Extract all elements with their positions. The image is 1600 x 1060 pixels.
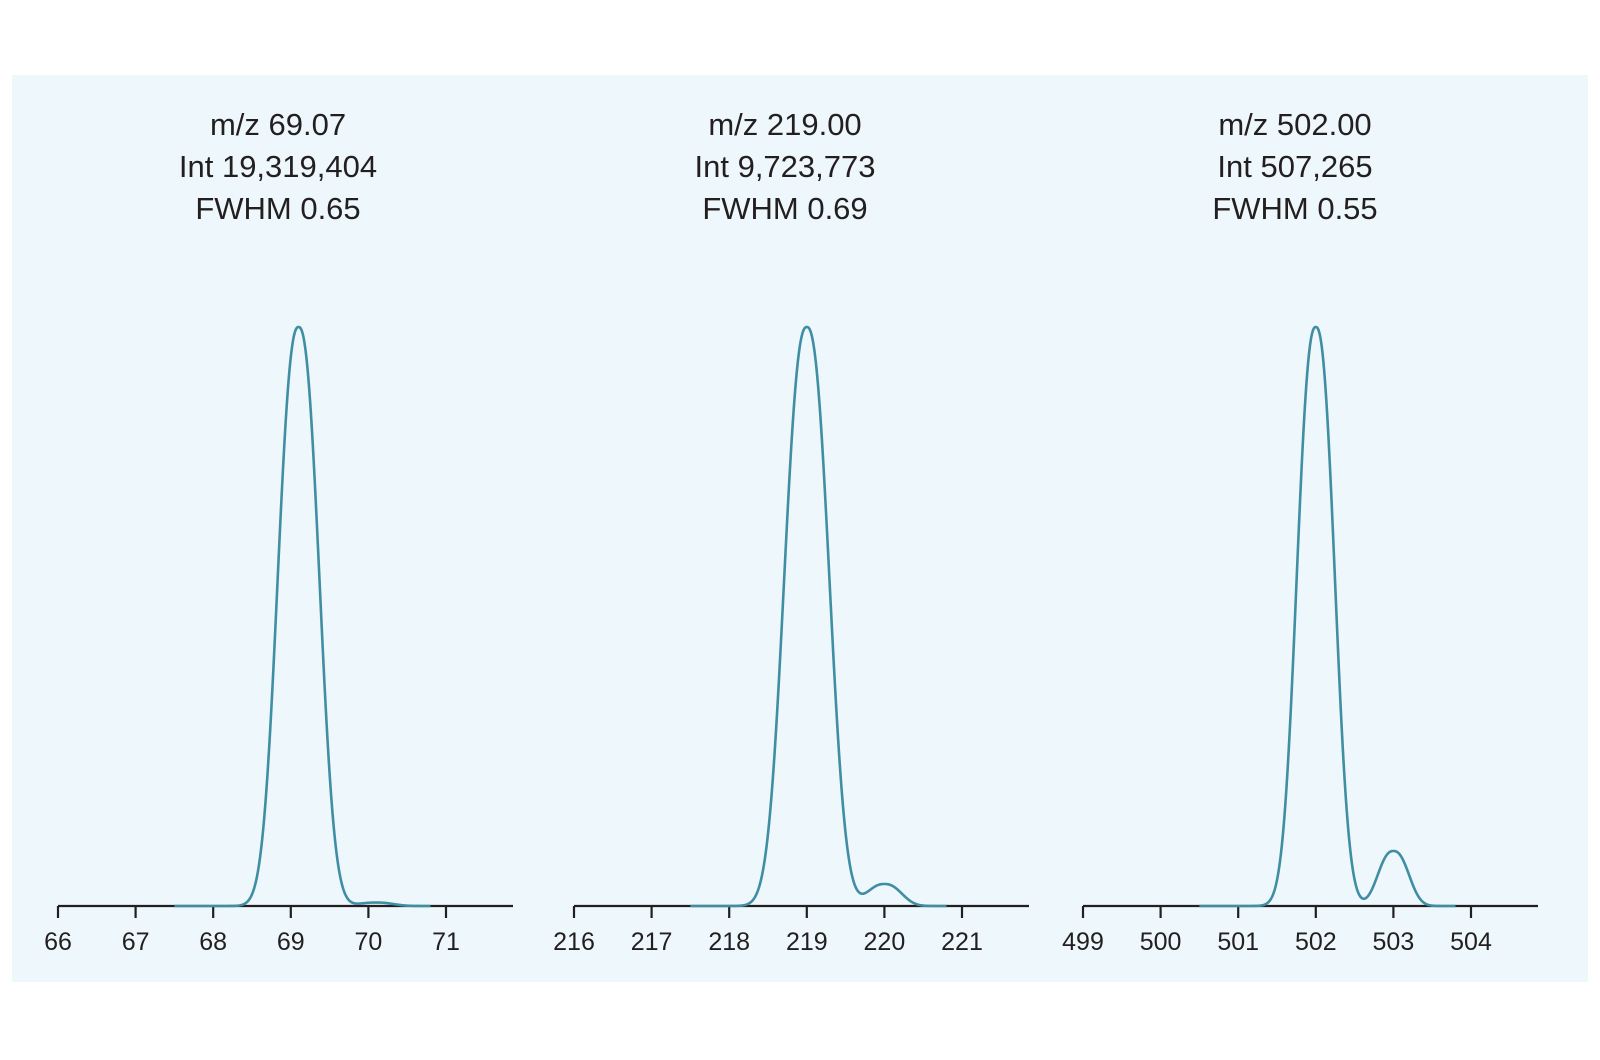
x-tick-label: 216 (553, 928, 595, 956)
annotation-mz: m/z 69.07 (209, 107, 347, 142)
annotation-intensity: Int 19,319,404 (178, 149, 378, 184)
spectrum-panel-2: 216 217 218 219 220 221 (553, 325, 1029, 956)
x-tick-label: 66 (44, 928, 72, 956)
x-tick-label: 218 (708, 928, 750, 956)
peak-annotation-3: m/z 502.00 Int 507,265 FWHM 0.55 (1085, 104, 1505, 230)
x-tick-label: 220 (864, 928, 906, 956)
annotation-intensity: Int 9,723,773 (694, 149, 876, 184)
x-tick-label: 500 (1140, 928, 1182, 956)
x-tick-label: 71 (432, 928, 460, 956)
peak-annotation-1: m/z 69.07 Int 19,319,404 FWHM 0.65 (68, 104, 488, 230)
spectrum-panel-3: 499 500 501 502 503 504 (1062, 325, 1538, 956)
annotation-fwhm: FWHM 0.69 (702, 191, 868, 226)
spectrum-line (689, 325, 948, 908)
x-tick-label: 70 (354, 928, 382, 956)
x-tick-label: 69 (277, 928, 305, 956)
spectrum-panel-1: 66 67 68 69 70 71 (44, 325, 513, 956)
peak-annotation-2: m/z 219.00 Int 9,723,773 FWHM 0.69 (575, 104, 995, 230)
x-tick-label: 504 (1450, 928, 1492, 956)
x-tick-label: 503 (1373, 928, 1415, 956)
annotation-mz: m/z 502.00 (1218, 107, 1372, 142)
annotation-intensity: Int 507,265 (1217, 149, 1373, 184)
x-tick-label: 219 (786, 928, 828, 956)
annotation-fwhm: FWHM 0.65 (195, 191, 361, 226)
x-tick-label: 501 (1217, 928, 1259, 956)
annotation-mz: m/z 219.00 (708, 107, 862, 142)
x-tick-label: 217 (631, 928, 673, 956)
x-tick-label: 221 (941, 928, 983, 956)
annotation-fwhm: FWHM 0.55 (1212, 191, 1378, 226)
plot-background (12, 75, 1588, 982)
x-tick-label: 68 (199, 928, 227, 956)
spectrum-line (173, 325, 432, 908)
x-tick-label: 67 (122, 928, 150, 956)
x-tick-label: 499 (1062, 928, 1104, 956)
x-tick-label: 502 (1295, 928, 1337, 956)
spectrum-line (1198, 325, 1457, 908)
